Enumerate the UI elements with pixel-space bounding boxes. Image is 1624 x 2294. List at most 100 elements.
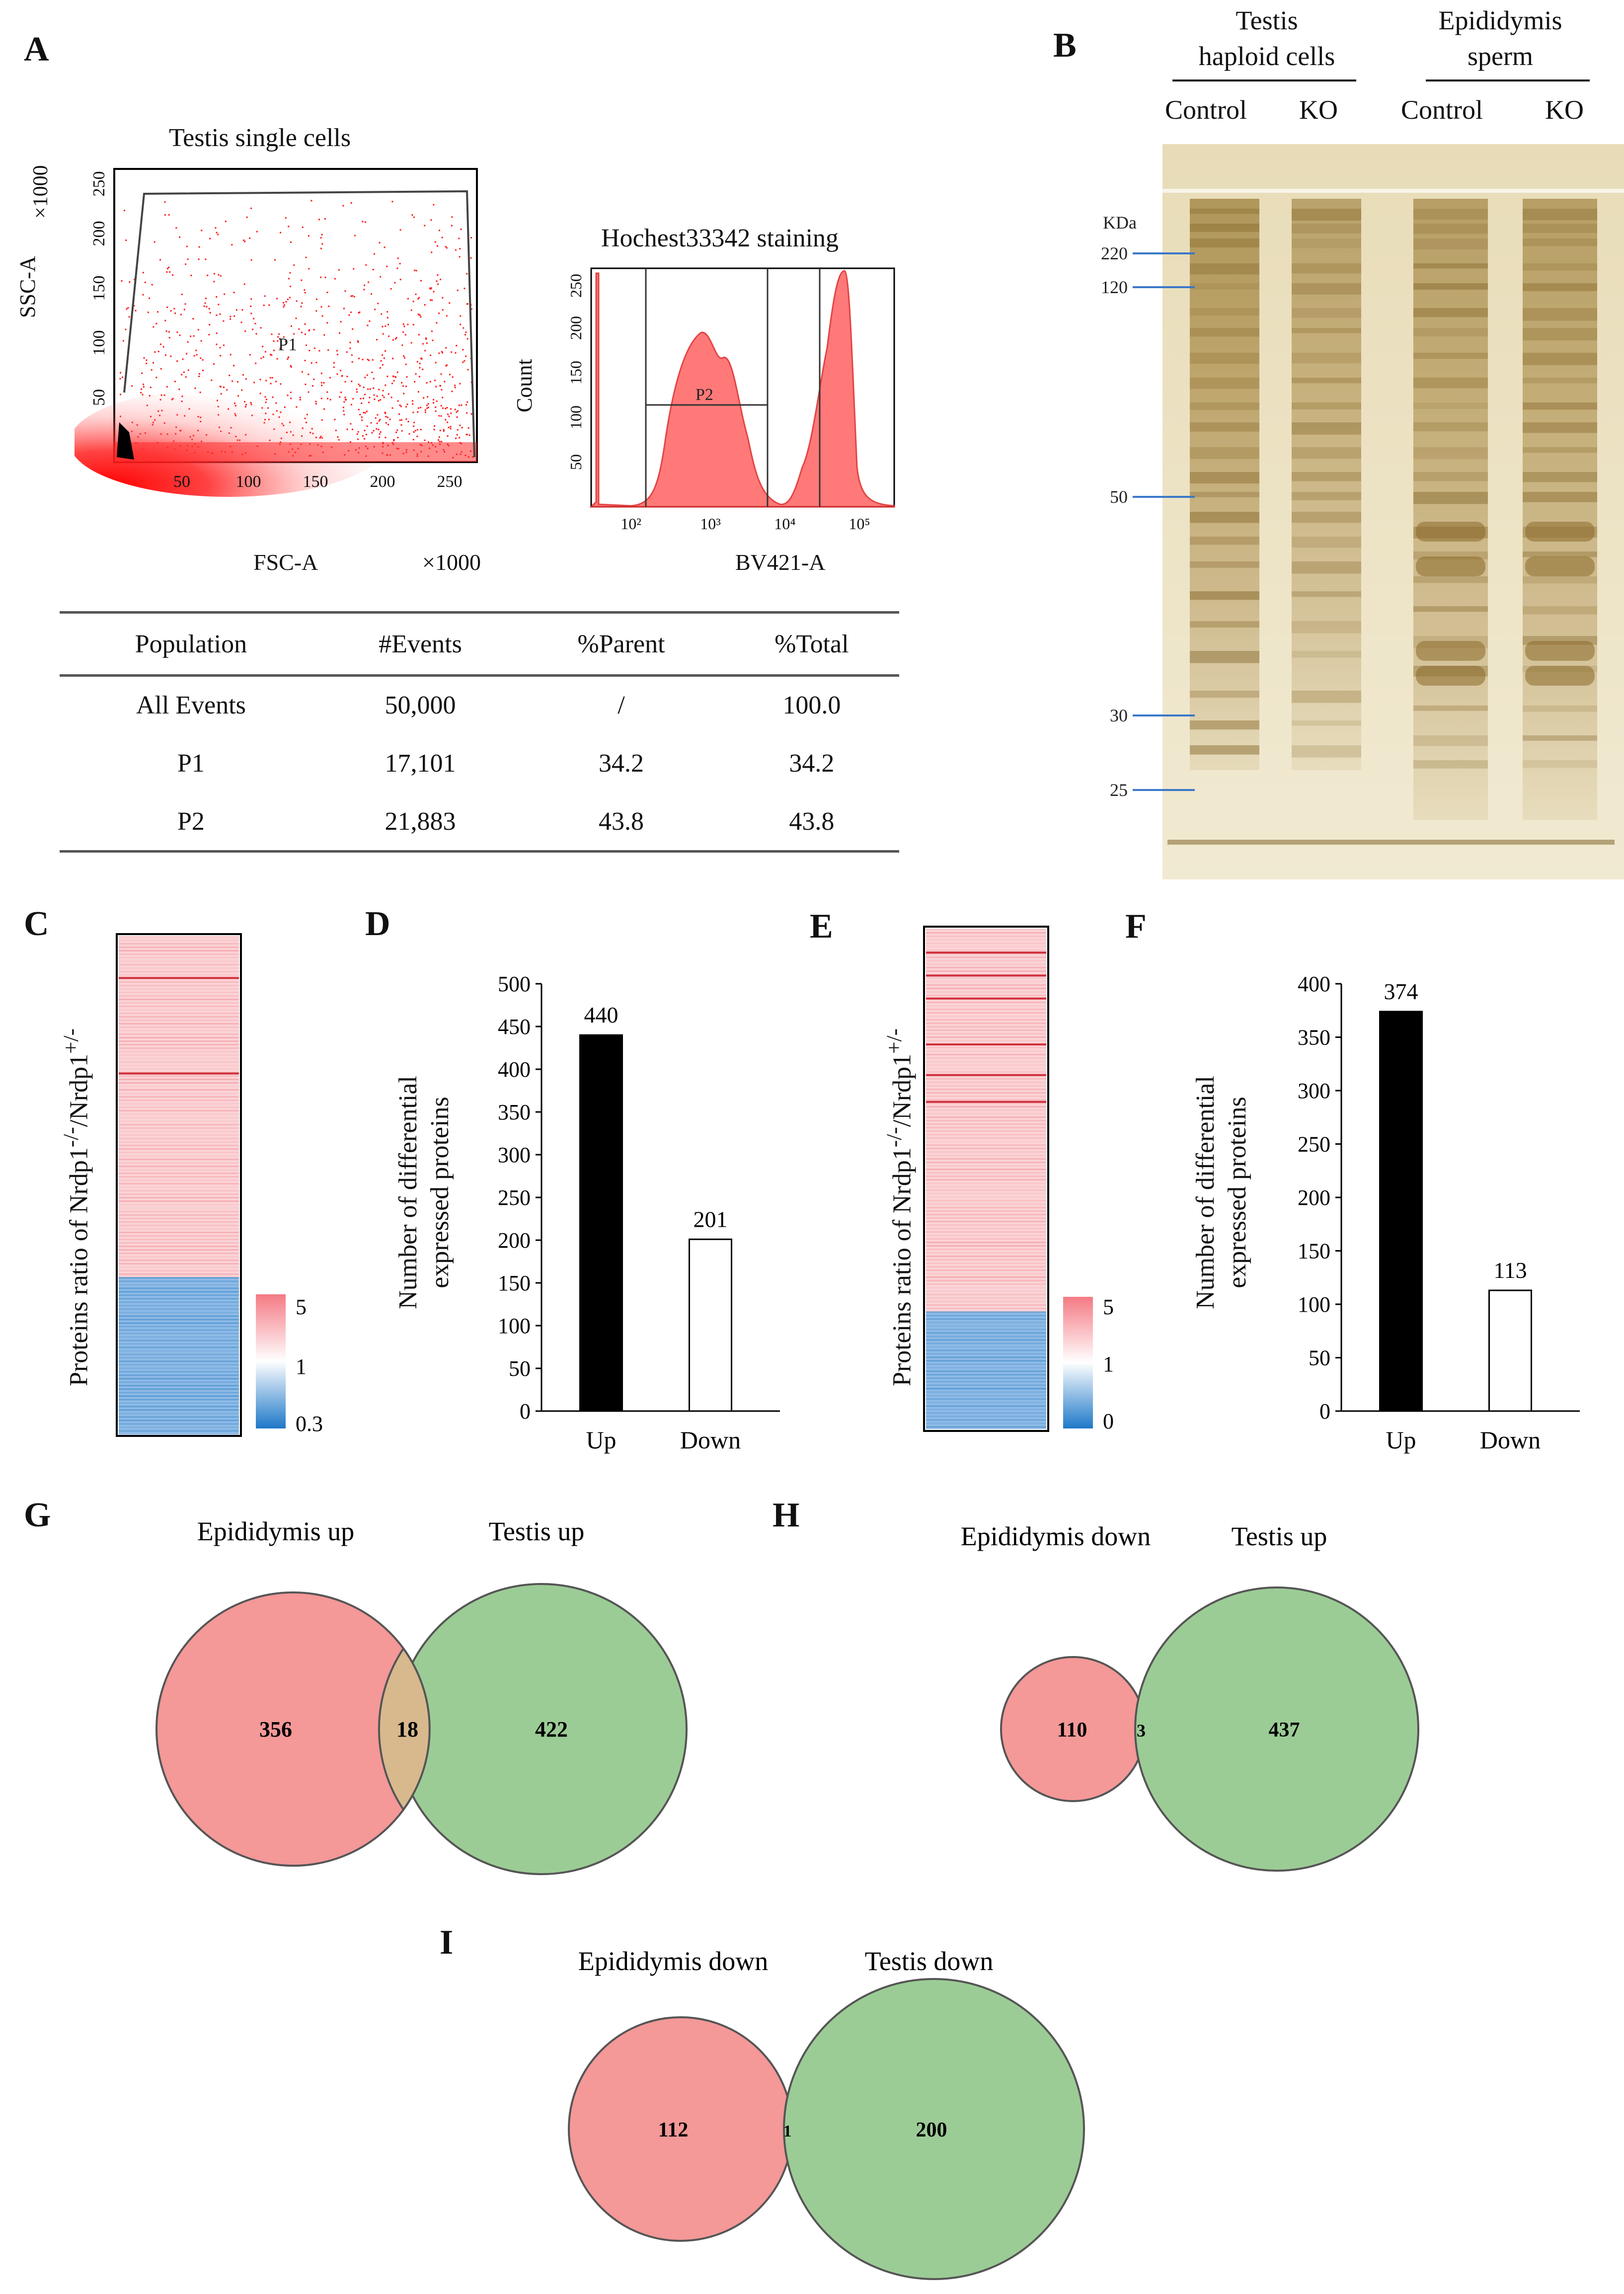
heatmap-up-block xyxy=(119,936,239,1277)
scatter-point xyxy=(356,389,358,391)
scatter-point xyxy=(444,381,446,383)
y-tick-label: 200 xyxy=(1298,1186,1330,1210)
scatter-point xyxy=(455,249,457,251)
heatmap-row xyxy=(119,1117,239,1118)
scatter-point xyxy=(244,240,246,242)
heatmap-row xyxy=(119,1148,239,1150)
heatmap-row xyxy=(119,1409,239,1411)
table-header: Population xyxy=(135,630,247,658)
heatmap-row xyxy=(926,1176,1046,1177)
scatter-point xyxy=(336,373,338,375)
scatter-point xyxy=(434,241,436,243)
scatter-point xyxy=(220,355,222,357)
scatter-point xyxy=(146,362,148,364)
heatmap-row xyxy=(926,1416,1046,1418)
scatter-point xyxy=(326,292,328,294)
scatter-point xyxy=(449,302,451,304)
venn-right-count: 200 xyxy=(916,2119,947,2141)
gel-band xyxy=(1523,576,1597,584)
colorbar-label: 5 xyxy=(1103,1295,1114,1319)
gel-band xyxy=(1292,537,1361,548)
scatter-point xyxy=(185,376,187,378)
scatter-point xyxy=(446,407,448,408)
y-tick-label: 100 xyxy=(1298,1292,1330,1317)
heatmap-row xyxy=(119,1027,239,1028)
heatmap-row xyxy=(926,1356,1046,1358)
scatter-point xyxy=(358,357,360,359)
heatmap-row xyxy=(926,1318,1046,1320)
scatter-point xyxy=(275,381,277,383)
gel-band xyxy=(1292,447,1361,459)
scatter-point xyxy=(416,361,418,363)
venn-left-count: 112 xyxy=(658,2119,689,2141)
gel-bands xyxy=(1190,209,1597,769)
scatter-point xyxy=(314,347,316,349)
scatter-point xyxy=(308,235,309,237)
gel-band xyxy=(1413,378,1488,389)
y-tick-label: 150 xyxy=(498,1271,531,1295)
heatmap-row xyxy=(926,1092,1046,1094)
heatmap-row xyxy=(119,1350,239,1352)
scatter-point xyxy=(442,396,444,398)
scatter-point xyxy=(387,311,388,313)
scatter-point xyxy=(308,268,310,270)
heatmap-row xyxy=(926,936,1046,937)
heatmap-row xyxy=(119,1395,239,1397)
scatter-point xyxy=(455,437,457,439)
y-label-line: expressed proteins xyxy=(1223,1097,1251,1288)
gel-band xyxy=(1413,760,1488,769)
heatmap-row xyxy=(926,1367,1046,1369)
scatter-point xyxy=(445,407,447,409)
scatter-point xyxy=(401,419,403,421)
scatter-point xyxy=(166,268,168,270)
scatter-point xyxy=(166,386,168,388)
scatter-point xyxy=(216,343,218,345)
scatter-point xyxy=(386,265,388,267)
bar-d-y-label: Number of differential expressed protein… xyxy=(392,1048,456,1337)
heatmap-row xyxy=(926,1186,1046,1187)
heatmap-row xyxy=(926,1370,1046,1372)
scatter-point xyxy=(450,408,452,410)
scatter-point xyxy=(271,377,273,379)
scatter-point xyxy=(155,322,157,324)
lane-label: KO xyxy=(1545,95,1584,125)
scatter-title: Testis single cells xyxy=(169,124,351,152)
gel-band xyxy=(1190,402,1259,410)
scatter-point xyxy=(290,286,291,287)
gel-band xyxy=(1523,308,1597,321)
gel-band xyxy=(1523,209,1597,220)
scatter-point xyxy=(468,434,470,436)
heatmap-row xyxy=(926,1349,1046,1351)
scatter-point xyxy=(300,306,302,308)
gel-band xyxy=(1525,522,1595,542)
scatter-point xyxy=(466,273,468,275)
scatter-point xyxy=(283,302,285,304)
scatter-point xyxy=(290,365,292,367)
heatmap-row xyxy=(119,1072,239,1073)
heatmap-row xyxy=(119,1075,239,1077)
scatter-point xyxy=(119,378,121,380)
heatmap-row xyxy=(926,1269,1046,1271)
scatter-point xyxy=(340,321,342,322)
gel-band xyxy=(1413,472,1488,481)
heatmap-row xyxy=(926,1242,1046,1243)
scatter-point xyxy=(441,352,443,354)
heatmap-row xyxy=(119,1187,239,1188)
scatter-point xyxy=(151,369,153,371)
heatmap-row xyxy=(119,1214,239,1216)
group1-line1: Testis xyxy=(1236,5,1298,35)
y-tick-label: 0 xyxy=(1319,1399,1330,1424)
scatter-point xyxy=(442,407,444,409)
y-tick: 200 xyxy=(90,221,108,246)
gel-band xyxy=(1523,760,1597,768)
heatmap-row xyxy=(926,1123,1046,1125)
scatter-point xyxy=(336,350,338,352)
gel-band xyxy=(1292,263,1361,274)
scatter-point xyxy=(352,328,354,330)
scatter-point xyxy=(205,298,207,300)
scatter-point xyxy=(385,416,387,417)
heatmap-row xyxy=(119,1253,239,1254)
heatmap-row xyxy=(119,1040,239,1042)
gel-marker-label: 220 xyxy=(1101,243,1128,263)
heatmap-row xyxy=(119,1200,239,1202)
